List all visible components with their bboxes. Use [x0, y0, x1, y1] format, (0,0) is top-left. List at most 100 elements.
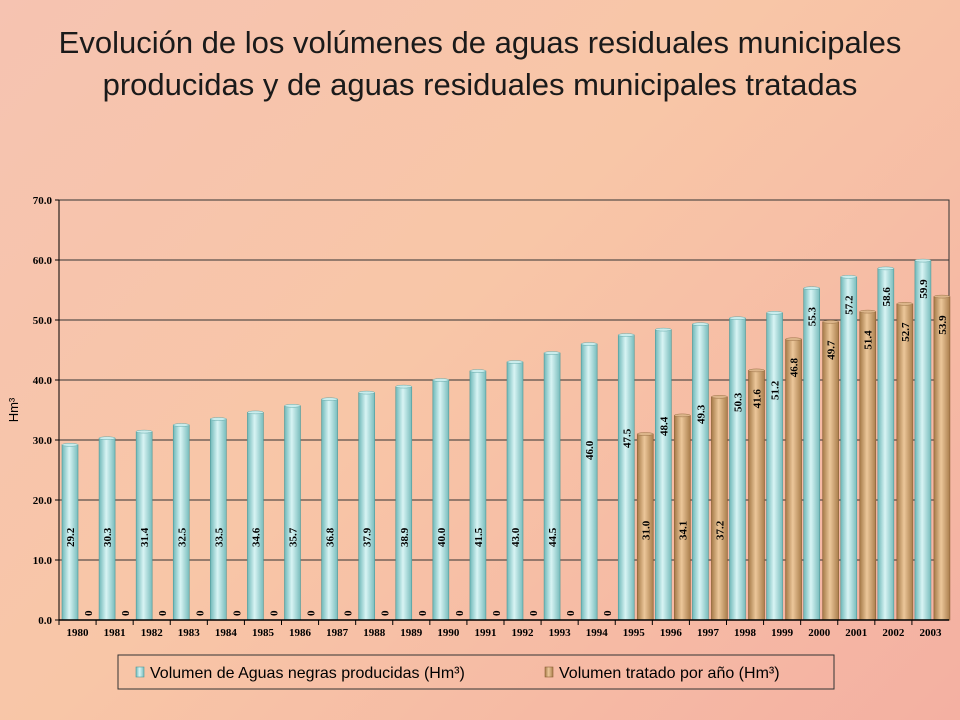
data-label-treated: 0 — [417, 610, 429, 616]
data-label-treated: 0 — [602, 610, 614, 616]
x-tick-label: 1995 — [623, 627, 646, 639]
bar-produced — [321, 398, 338, 621]
axis-layer: 0.0 10.0 20.0 30.0 40.0 50.0 60.0 70.0 Hm³ 1980 19… — [6, 195, 949, 639]
data-label-treated: 0 — [194, 610, 206, 616]
bar-produced-top — [247, 410, 264, 415]
bar-treated — [711, 396, 728, 621]
data-label-treated: 52.7 — [900, 322, 912, 342]
legend-label-treated: Volumen tratado por año (Hm³) — [559, 665, 780, 682]
data-label-treated: 0 — [491, 610, 503, 616]
data-label-treated: 0 — [343, 610, 355, 616]
bar-produced-top — [803, 286, 820, 290]
bar-produced — [135, 431, 153, 621]
bar-produced — [284, 405, 301, 621]
data-label-treated: 0 — [83, 610, 95, 616]
data-label-treated: 31.0 — [640, 520, 652, 540]
bar-produced — [803, 287, 820, 621]
data-label-produced: 47.5 — [621, 428, 633, 448]
data-label-produced: 50.3 — [733, 392, 745, 412]
x-tick-label: 2003 — [919, 627, 942, 639]
bar-produced — [358, 392, 375, 621]
x-tick-label: 1993 — [549, 627, 572, 639]
data-label-produced: 51.2 — [770, 380, 782, 400]
legend-swatch-treated — [544, 666, 554, 678]
x-tick-label: 2000 — [808, 627, 831, 639]
bar-produced-top — [321, 397, 338, 401]
bar-treated — [933, 296, 951, 621]
bar-treated-top — [859, 309, 876, 314]
bar-treated — [785, 338, 802, 621]
x-tick-label: 2001 — [845, 627, 867, 639]
data-label-treated: 0 — [306, 610, 318, 616]
bar-produced — [543, 352, 561, 621]
bar-produced-top — [98, 436, 116, 440]
bar-produced-top — [618, 333, 635, 337]
bar-produced — [506, 361, 524, 621]
bar-treated — [674, 415, 691, 621]
data-label-produced: 57.2 — [844, 295, 856, 315]
data-label-produced: 44.5 — [547, 527, 559, 547]
bar-treated-top — [637, 432, 654, 436]
data-label-produced: 40.0 — [436, 527, 448, 547]
x-tick-label: 1994 — [586, 627, 609, 639]
x-tick-label: 1980 — [67, 627, 90, 639]
data-label-produced: 33.5 — [213, 527, 225, 547]
x-tick-label: 1985 — [252, 627, 275, 639]
data-label-treated: 46.8 — [789, 357, 801, 377]
legend-swatch-produced — [135, 666, 145, 678]
legend-box — [117, 654, 835, 690]
data-label-produced: 58.6 — [881, 287, 893, 307]
data-label-treated: 0 — [454, 610, 466, 616]
data-label-produced: 31.4 — [139, 527, 151, 547]
x-tick-label: 1991 — [474, 627, 496, 639]
bar-produced — [766, 312, 783, 621]
x-tick-label: 1998 — [734, 627, 757, 639]
x-tick-label: 1981 — [104, 627, 126, 639]
x-tick-label: 1986 — [289, 627, 312, 639]
bar-treated — [859, 311, 877, 621]
bar-treated-top — [711, 395, 728, 399]
bar-produced-top — [173, 423, 190, 427]
bar-produced — [395, 386, 413, 621]
data-label-treated: 41.6 — [752, 389, 764, 409]
data-label-treated: 0 — [231, 610, 243, 616]
data-label-produced: 48.4 — [658, 416, 670, 436]
data-label-treated: 53.9 — [937, 315, 949, 335]
legend: Volumen de Aguas negras producidas (Hm³)… — [117, 654, 835, 690]
bar-treated-top — [785, 337, 802, 341]
bar-produced-top — [506, 360, 524, 364]
x-tick-label: 1984 — [215, 627, 238, 639]
x-tick-label: 1999 — [771, 627, 794, 639]
x-tick-label: 1989 — [400, 627, 423, 639]
data-label-treated: 51.4 — [863, 330, 875, 350]
bar-produced — [655, 329, 672, 621]
bar-produced — [729, 317, 746, 621]
data-label-produced: 36.8 — [325, 527, 337, 547]
data-label-treated: 0 — [528, 610, 540, 616]
bar-produced — [580, 343, 598, 621]
bar-treated — [896, 303, 914, 621]
x-tick-label: 1988 — [363, 627, 386, 639]
bar-treated-top — [674, 413, 691, 418]
data-label-produced: 59.9 — [918, 279, 930, 299]
bar-produced-top — [766, 311, 783, 315]
data-label-treated: 0 — [380, 610, 392, 616]
x-tick-label: 1982 — [141, 627, 164, 639]
bar-produced-top — [210, 417, 227, 421]
data-label-treated: 37.2 — [714, 520, 726, 540]
data-label-produced: 37.9 — [362, 527, 374, 547]
bar-produced-top — [135, 429, 153, 434]
data-label-produced: 30.3 — [102, 527, 114, 547]
bar-treated-top — [896, 302, 914, 306]
data-label-produced: 46.0 — [584, 440, 596, 460]
bar-produced — [617, 334, 635, 621]
bar-produced-top — [543, 351, 561, 355]
bar-produced-top — [840, 275, 857, 279]
y-tick-label: 10.0 — [33, 555, 53, 567]
bar-produced-top — [729, 316, 746, 320]
bar-produced-top — [580, 342, 598, 346]
bar-produced — [692, 323, 709, 621]
bar-produced — [247, 412, 264, 621]
y-tick-label: 0.0 — [38, 615, 52, 627]
bar-produced — [432, 379, 450, 621]
